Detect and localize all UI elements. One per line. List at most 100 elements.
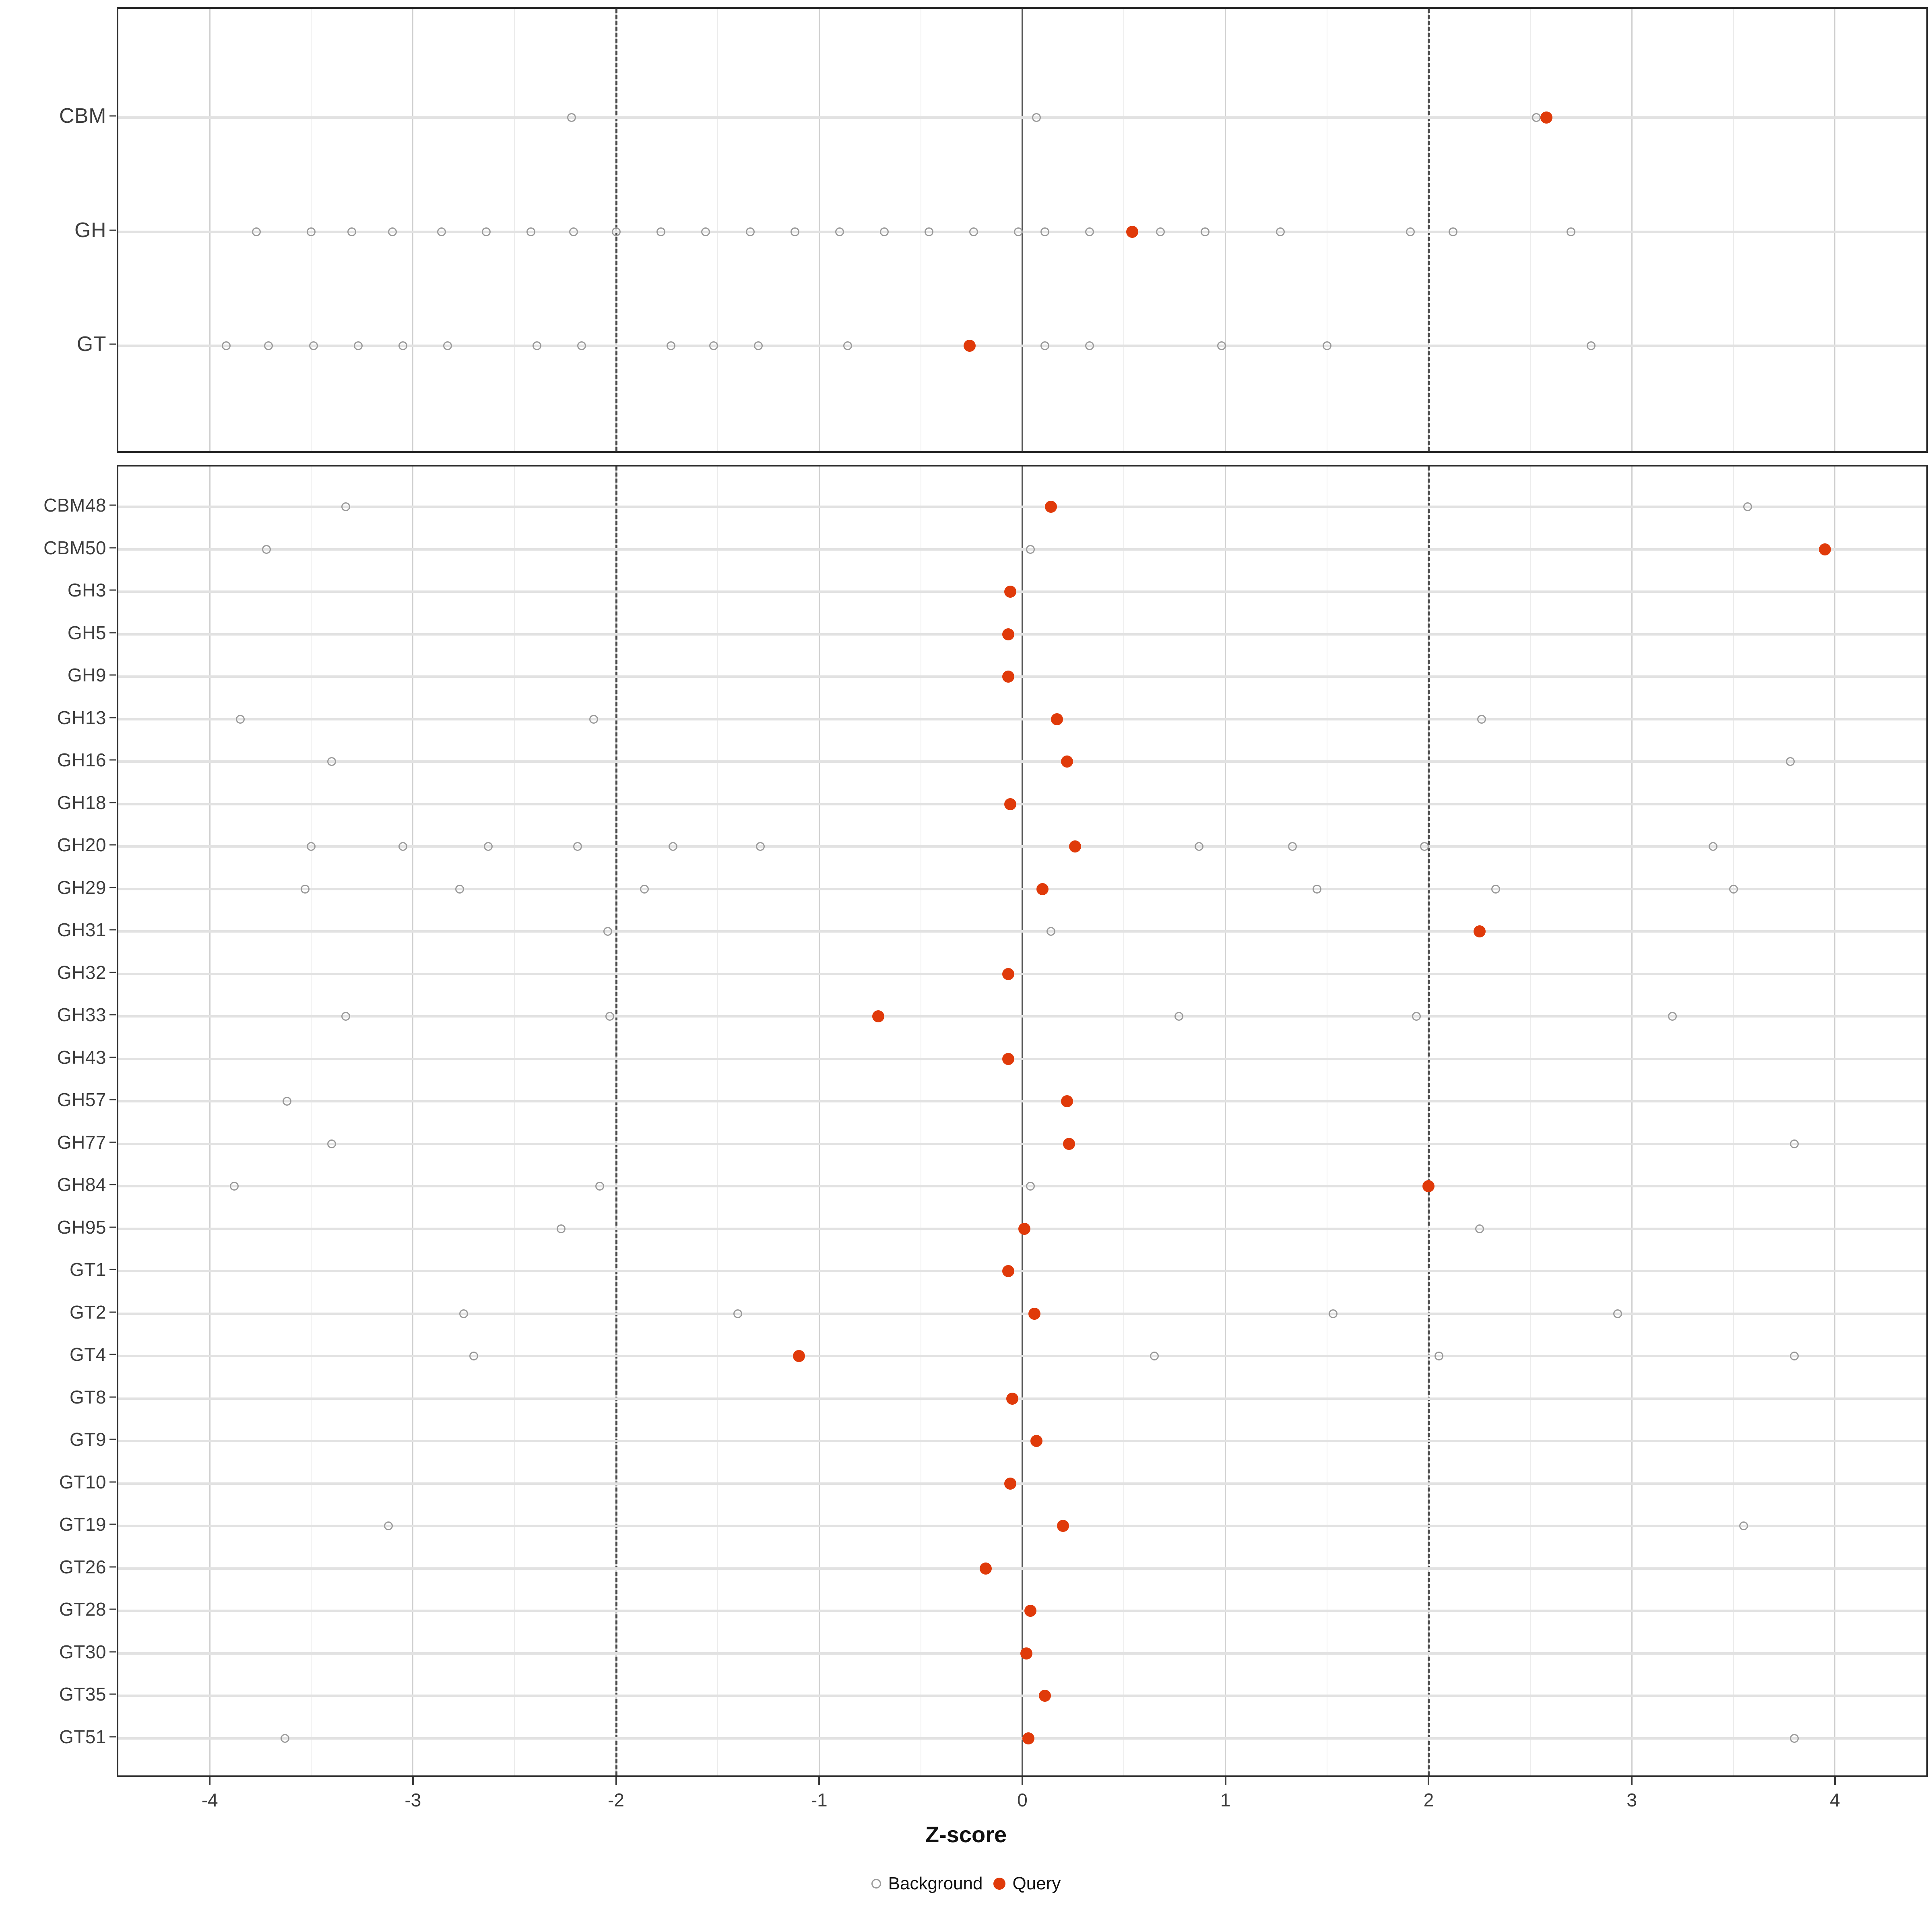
row-gridline: [118, 633, 1926, 636]
background-point: [455, 884, 464, 894]
panel-subfamily-level: [117, 465, 1928, 1777]
background-point: [1477, 714, 1486, 724]
gridline-x-1: [1225, 9, 1226, 451]
background-point: [398, 341, 407, 351]
query-point: [1044, 501, 1057, 513]
legend-label-background: Background: [888, 1874, 983, 1893]
x-axis-tick: [1631, 1777, 1633, 1785]
background-point: [301, 884, 310, 894]
query-point: [1057, 1520, 1069, 1532]
background-point: [1040, 227, 1049, 236]
row-gridline: [118, 1695, 1926, 1697]
background-point: [567, 113, 576, 122]
background-point: [589, 714, 599, 724]
background-point: [1449, 227, 1457, 236]
background-point: [1329, 1309, 1338, 1318]
background-point: [1085, 227, 1094, 236]
background-point: [1040, 341, 1049, 351]
background-point: [1790, 1352, 1799, 1361]
row-gridline: [118, 116, 1926, 119]
query-point: [1473, 925, 1486, 938]
query-point: [1004, 798, 1016, 810]
background-point: [1729, 884, 1738, 894]
row-gridline: [118, 1100, 1926, 1103]
background-point: [1312, 884, 1321, 894]
row-gridline: [118, 1567, 1926, 1570]
row-gridline: [118, 888, 1926, 890]
background-point: [1475, 1224, 1484, 1233]
gridline-minor-x: [1123, 466, 1125, 1775]
background-point: [384, 1521, 393, 1531]
background-point: [1201, 227, 1210, 236]
background-point: [341, 502, 351, 512]
x-axis-tick: [818, 1777, 820, 1785]
background-point: [437, 227, 446, 236]
background-point: [532, 341, 541, 351]
background-point: [307, 842, 316, 851]
row-gridline: [118, 1185, 1926, 1188]
background-point: [307, 227, 316, 236]
background-point: [611, 227, 621, 236]
query-point: [1028, 1307, 1041, 1320]
background-point: [879, 227, 889, 236]
x-axis-tick-label: -4: [201, 1790, 218, 1810]
background-point: [526, 227, 535, 236]
background-point: [1276, 227, 1285, 236]
gridline-minor-x: [717, 9, 718, 451]
query-point: [1818, 543, 1831, 555]
row-gridline: [118, 930, 1926, 933]
query-marker-icon: [993, 1878, 1005, 1890]
background-point: [1420, 842, 1429, 851]
background-point: [262, 545, 271, 554]
background-point: [1217, 341, 1226, 351]
gridline-minor-x: [1733, 466, 1734, 1775]
background-point: [969, 227, 978, 236]
query-point: [1002, 968, 1014, 980]
query-point: [1004, 1477, 1016, 1490]
x-axis-tick: [1834, 1777, 1836, 1785]
background-point: [481, 227, 491, 236]
query-point: [1036, 883, 1049, 895]
background-point: [1156, 227, 1165, 236]
background-point: [577, 341, 586, 351]
background-point: [327, 757, 336, 766]
gridline-x-3: [1631, 466, 1633, 1775]
background-point: [843, 341, 852, 351]
row-gridline: [118, 1737, 1926, 1740]
background-point: [280, 1734, 289, 1743]
x-axis-tick-label: 2: [1423, 1790, 1434, 1810]
gridline-x-4: [1834, 9, 1836, 451]
gridline-minor-x: [1123, 9, 1125, 451]
gridline-x--4: [209, 466, 211, 1775]
background-point: [1790, 1139, 1799, 1148]
gridline-x--4: [209, 9, 211, 451]
x-axis-tick: [1022, 1777, 1023, 1785]
background-point: [1323, 341, 1332, 351]
row-gridline: [118, 845, 1926, 848]
row-gridline: [118, 1057, 1926, 1060]
query-point: [1020, 1647, 1033, 1660]
row-gridline: [118, 760, 1926, 763]
x-axis-tick: [209, 1777, 211, 1785]
gridline-x--3: [412, 9, 414, 451]
query-point: [1126, 225, 1138, 238]
gridline-minor-x: [1733, 9, 1734, 451]
background-point: [745, 227, 755, 236]
background-point: [640, 884, 649, 894]
x-axis-tick-label: -3: [405, 1790, 421, 1810]
background-point: [1613, 1309, 1622, 1318]
background-point: [790, 227, 799, 236]
background-point: [264, 341, 273, 351]
background-point: [1046, 927, 1055, 936]
background-point: [753, 341, 763, 351]
background-point: [388, 227, 397, 236]
background-point: [398, 842, 407, 851]
background-point: [221, 341, 231, 351]
gridline-x--3: [412, 466, 414, 1775]
background-point: [603, 927, 613, 936]
gridline-minor-x: [1530, 466, 1531, 1775]
gridline-x-3: [1631, 9, 1633, 451]
background-point: [666, 341, 675, 351]
background-point: [1288, 842, 1297, 851]
